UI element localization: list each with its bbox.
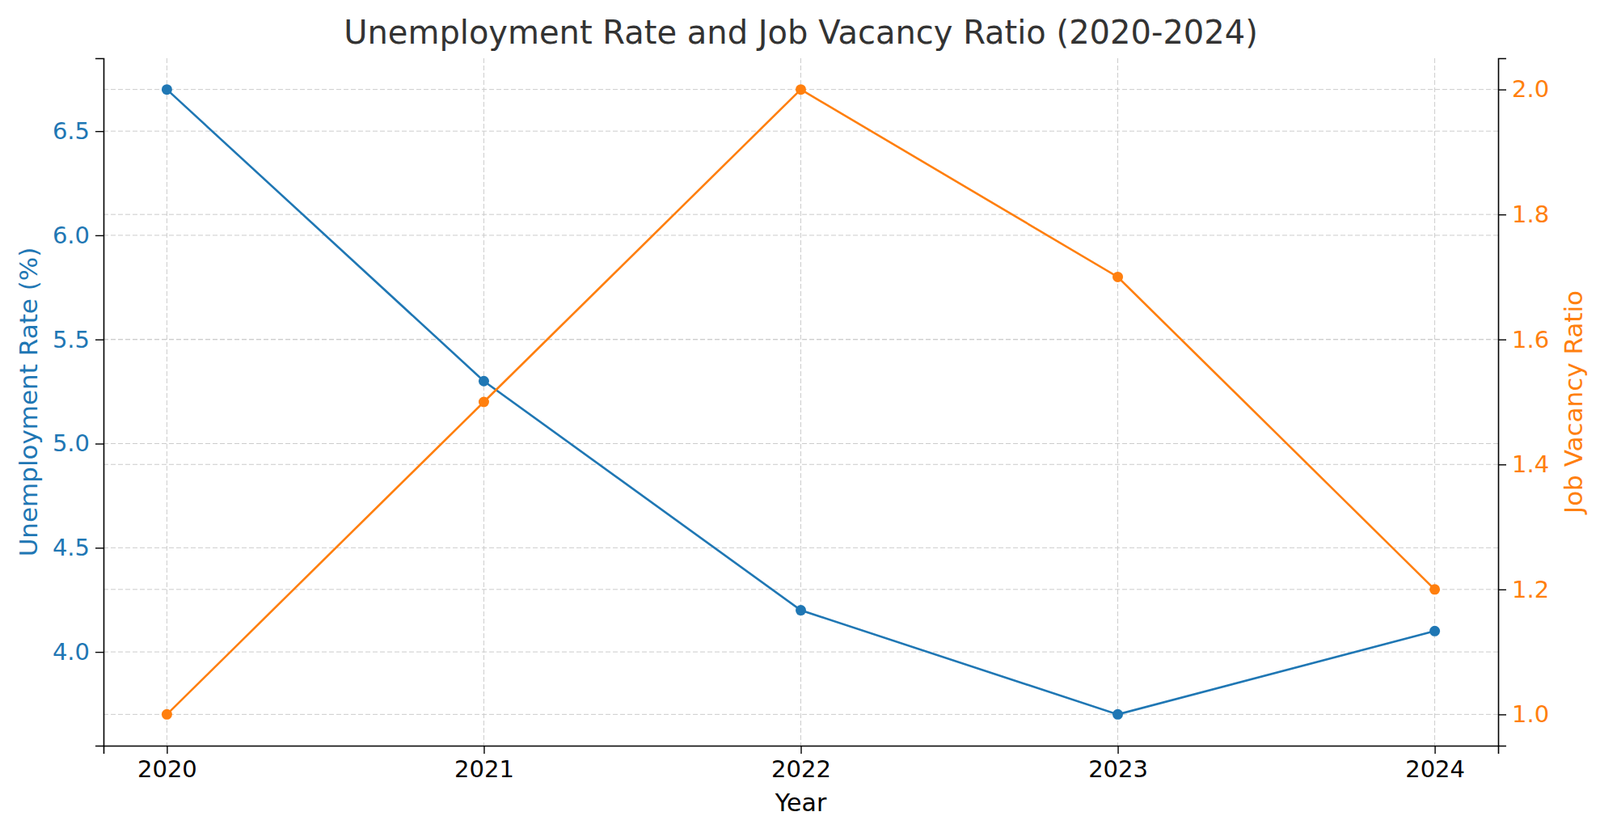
series-marker [1112, 271, 1123, 283]
y-axis: 4.0 4.5 5.0 5.5 6.0 6.5 [52, 59, 105, 747]
grid-line-y [103, 547, 1499, 549]
y2-axis-tick: 1.6 [1498, 325, 1550, 354]
tick-label: 6.5 [52, 117, 90, 145]
y-axis-line [95, 59, 105, 747]
tick-mark [1498, 464, 1507, 465]
tick-label: 1.8 [1511, 200, 1550, 228]
tick-label: 2024 [1405, 755, 1465, 783]
x-axis-tick: 2022 [771, 745, 832, 783]
series-marker [161, 84, 173, 95]
tick-label: 1.2 [1511, 575, 1550, 604]
tick-mark [1498, 88, 1507, 90]
title: Unemployment Rate and Job Vacancy Ratio … [343, 13, 1259, 51]
y2-axis-tick: 1.2 [1498, 575, 1550, 604]
y2-axis-tick: 1.8 [1498, 200, 1550, 228]
series-marker [1429, 583, 1440, 595]
series-marker [795, 604, 807, 616]
grid-line-x [166, 58, 168, 746]
chart: 2020 2021 2022 2023 2024 4.0 4.5 5.0 5.5 6.0 6.5 1.… [0, 0, 1600, 833]
tick-label: 1.4 [1511, 450, 1550, 478]
y2-axis-tick: 1.4 [1498, 450, 1550, 478]
tick-mark [1117, 745, 1119, 754]
y-axis-tick: 6.0 [52, 221, 104, 250]
tick-mark [1498, 713, 1507, 715]
y-axis-title: Unemployment Rate (%) [13, 247, 43, 558]
grid-line-y [103, 443, 1499, 444]
tick-mark [483, 745, 485, 754]
y2-axis-line [1498, 59, 1508, 747]
y-axis-tick: 4.5 [52, 533, 104, 562]
tick-mark [1434, 745, 1436, 754]
grid-line-y2 [103, 713, 1499, 715]
tick-mark [95, 651, 104, 653]
grid-line-y [103, 130, 1499, 132]
series-line [166, 89, 1435, 715]
y2-axis-tick: 2.0 [1498, 75, 1550, 103]
tick-label: 4.5 [52, 533, 90, 562]
x-axis-tick: 2020 [137, 745, 198, 783]
tick-label: 2020 [137, 755, 198, 783]
y2-axis-tick: 1.0 [1498, 700, 1550, 728]
x-axis: 2020 2021 2022 2023 2024 [104, 745, 1499, 783]
tick-label: 2023 [1088, 755, 1149, 783]
y-axis-tick: 6.5 [52, 117, 104, 145]
tick-label: 2.0 [1511, 75, 1550, 103]
tick-label: 4.0 [52, 637, 90, 666]
grid-line-x [1434, 58, 1436, 746]
y-axis-tick: 4.0 [52, 637, 104, 666]
x-axis-title: Year [774, 788, 828, 817]
tick-label: 5.0 [52, 429, 90, 457]
tick-label: 6.0 [52, 221, 90, 250]
series-marker [1112, 709, 1123, 720]
y-axis-tick: 5.0 [52, 429, 104, 457]
tick-mark [800, 745, 802, 754]
tick-mark [1498, 339, 1507, 341]
grid [103, 58, 1499, 746]
x-axis-line [104, 746, 1499, 755]
series-marker [1429, 625, 1440, 637]
x-axis-tick: 2023 [1088, 745, 1149, 783]
tick-label: 5.5 [52, 325, 90, 354]
tick-mark [95, 547, 104, 549]
y2-axis-title: Job Vacancy Ratio [1558, 290, 1588, 516]
y-axis-tick: 5.5 [52, 325, 104, 354]
grid-line-y [103, 234, 1499, 236]
grid-line-y [103, 338, 1499, 340]
tick-mark [1498, 589, 1507, 591]
grid-line-y2 [103, 588, 1499, 590]
tick-label: 2021 [454, 755, 515, 783]
x-axis-tick: 2024 [1405, 745, 1465, 783]
y2-axis: 1.0 1.2 1.4 1.6 1.8 2.0 [1498, 59, 1550, 747]
series-line [166, 89, 1435, 715]
grid-line-x [1117, 58, 1119, 746]
grid-line-y2 [103, 338, 1499, 340]
series-marker [478, 375, 490, 387]
tick-mark [95, 130, 104, 132]
series-marker [161, 709, 173, 720]
series-marker [478, 396, 490, 408]
tick-mark [95, 443, 104, 444]
grid-line-x [800, 58, 802, 746]
background [0, 0, 1600, 833]
tick-mark [95, 235, 104, 237]
x-axis-tick: 2021 [454, 745, 515, 783]
plot-area [161, 84, 1440, 720]
tick-mark [166, 745, 168, 754]
tick-mark [95, 339, 104, 341]
tick-label: 1.0 [1511, 700, 1550, 728]
tick-label: 2022 [771, 755, 832, 783]
series-marker [795, 84, 807, 95]
grid-line-y2 [103, 214, 1499, 216]
grid-line-y2 [103, 464, 1499, 465]
grid-line-y [103, 651, 1499, 653]
tick-mark [1498, 214, 1507, 216]
tick-label: 1.6 [1511, 325, 1550, 354]
